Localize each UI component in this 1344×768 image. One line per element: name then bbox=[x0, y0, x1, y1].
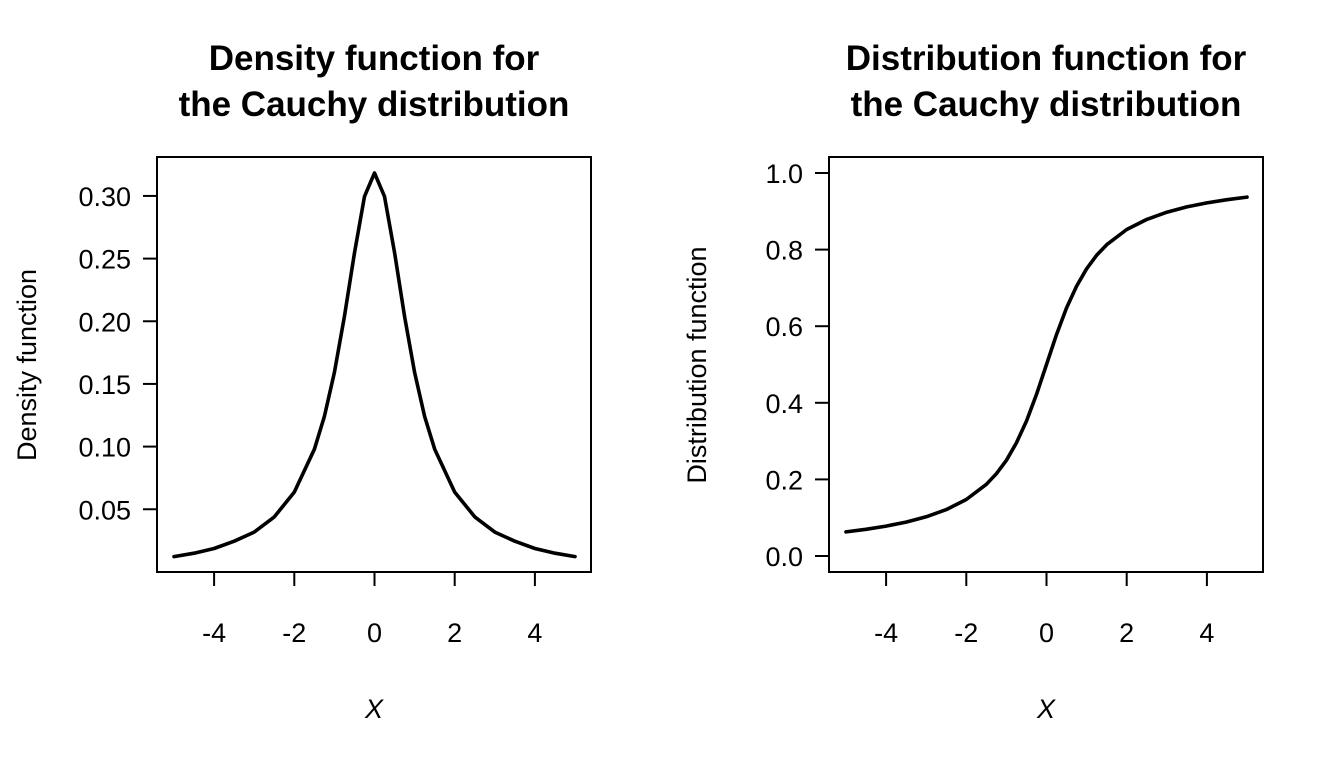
density-y-tick-label: 0.30 bbox=[78, 182, 131, 212]
distribution-x-tick-label: -4 bbox=[874, 618, 898, 648]
distribution-y-tick-label: 0.2 bbox=[765, 465, 803, 495]
density-panel: Density function for the Cauchy distribu… bbox=[12, 39, 592, 724]
distribution-x-tick-label: -2 bbox=[954, 618, 978, 648]
distribution-title-line-2: the Cauchy distribution bbox=[851, 85, 1242, 124]
distribution-curve bbox=[844, 195, 1249, 534]
distribution-y-tick-label: 0.4 bbox=[765, 389, 803, 419]
density-x-axis-label: X bbox=[364, 694, 384, 724]
density-y-axis-label: Density function bbox=[12, 269, 42, 461]
distribution-y-tick-label: 0.6 bbox=[765, 312, 803, 342]
density-y-tick-label: 0.05 bbox=[78, 495, 131, 525]
density-x-tick-label: 4 bbox=[527, 618, 542, 648]
density-x-tick-label: 0 bbox=[367, 618, 382, 648]
distribution-x-axis: -4 -2 0 2 4 bbox=[874, 572, 1214, 648]
density-title-line-1: Density function for bbox=[209, 39, 540, 78]
distribution-y-tick-label: 0.0 bbox=[765, 542, 803, 572]
distribution-y-tick-label: 0.8 bbox=[765, 236, 803, 266]
density-title-line-2: the Cauchy distribution bbox=[179, 85, 570, 124]
distribution-y-axis: 0.0 0.2 0.4 0.6 0.8 1.0 bbox=[765, 159, 829, 572]
distribution-y-axis-label: Distribution function bbox=[682, 246, 712, 483]
density-y-tick-label: 0.10 bbox=[78, 433, 131, 463]
distribution-x-axis-label: X bbox=[1036, 694, 1056, 724]
distribution-panel: Distribution function for the Cauchy dis… bbox=[682, 39, 1264, 724]
density-plot-frame bbox=[156, 156, 592, 573]
distribution-y-tick-label: 1.0 bbox=[765, 159, 803, 189]
density-y-axis: 0.05 0.10 0.15 0.20 0.25 0.30 bbox=[78, 182, 157, 525]
distribution-x-tick-label: 2 bbox=[1119, 618, 1134, 648]
distribution-title-line-1: Distribution function for bbox=[846, 39, 1247, 78]
density-x-axis: -4 -2 0 2 4 bbox=[202, 572, 542, 648]
density-y-tick-label: 0.25 bbox=[78, 245, 131, 275]
distribution-x-tick-label: 4 bbox=[1199, 618, 1214, 648]
density-curve bbox=[172, 171, 577, 559]
density-x-tick-label: -2 bbox=[282, 618, 306, 648]
density-y-tick-label: 0.20 bbox=[78, 307, 131, 337]
density-y-tick-label: 0.15 bbox=[78, 370, 131, 400]
density-x-tick-label: 2 bbox=[447, 618, 462, 648]
density-x-tick-label: -4 bbox=[202, 618, 226, 648]
distribution-x-tick-label: 0 bbox=[1039, 618, 1054, 648]
